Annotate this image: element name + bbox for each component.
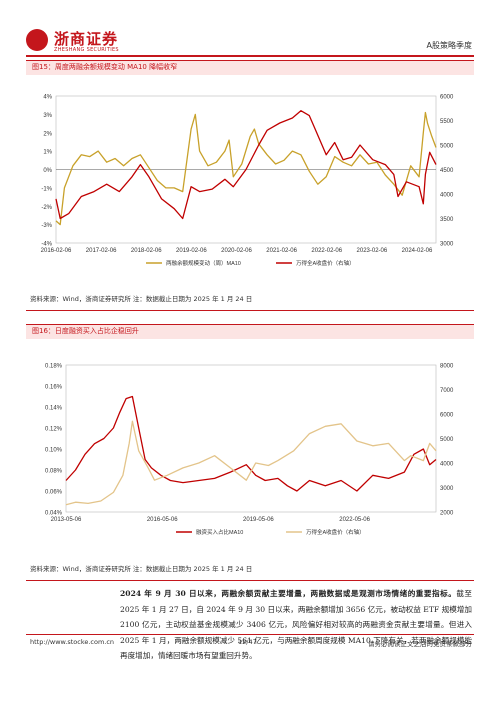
y-left-tick-label: 0.06%	[45, 490, 63, 496]
x-tick-label: 2018-02-06	[131, 248, 162, 254]
y-right-tick-label: 3000	[440, 486, 454, 492]
y-left-tick-label: 3%	[43, 113, 52, 119]
x-tick-label: 2017-02-06	[86, 248, 117, 254]
legend-label-2: 万得全A收盘价（右轴）	[306, 528, 365, 536]
y-left-tick-label: -4%	[41, 242, 52, 248]
page-number: 12/47	[238, 638, 257, 646]
y-left-tick-label: 0.18%	[45, 364, 63, 370]
footer-disclaimer: 请务必阅读正文之后的免责条款部分	[368, 640, 472, 648]
x-tick-label: 2013-05-06	[51, 517, 82, 523]
y-left-tick-label: 0.12%	[45, 427, 63, 433]
series-line-1	[65, 395, 437, 492]
y-left-tick-label: 0.10%	[45, 448, 63, 454]
body-paragraph: 2024 年 9 月 30 日以来，两融余额贡献主要增量，两融数据或是观测市场情…	[120, 586, 472, 664]
footer-url[interactable]: http://www.stocke.com.cn	[30, 638, 115, 646]
legend-label-1: 融资买入占比MA10	[196, 528, 243, 536]
figure16-divider	[26, 580, 474, 581]
y-right-tick-label: 5000	[440, 144, 454, 150]
y-left-tick-label: 4%	[43, 95, 52, 101]
y-left-tick-label: -2%	[41, 205, 52, 211]
y-left-tick-label: 0.14%	[45, 406, 63, 412]
x-tick-label: 2020-02-06	[221, 248, 252, 254]
series-line-2	[55, 110, 437, 220]
body-lead: 2024 年 9 月 30 日以来，两融余额贡献主要增量，两融数据或是观测市场情…	[120, 589, 457, 598]
x-tick-label: 2021-02-06	[266, 248, 297, 254]
y-right-tick-label: 5500	[440, 119, 454, 125]
figure16-title-bar	[26, 324, 474, 339]
y-right-tick-label: 2000	[440, 511, 454, 517]
y-left-tick-label: -3%	[41, 223, 52, 229]
x-tick-label: 2022-02-06	[311, 248, 342, 254]
series-line-2	[65, 420, 437, 506]
y-left-tick-label: 0.08%	[45, 469, 63, 475]
figure15-title: 图15：周度两融余额规模变动 MA10 降幅收窄	[32, 63, 178, 71]
figure16-title: 图16：日度融资买入占比企稳回升	[32, 327, 139, 335]
figure15-title-bar	[26, 60, 474, 75]
x-tick-label: 2024-02-06	[402, 248, 433, 254]
legend-label-1: 两融余额规模变动（周）MA10	[166, 259, 241, 267]
x-tick-label: 2023-02-06	[357, 248, 388, 254]
series-line-1	[55, 111, 437, 226]
y-left-tick-label: -1%	[41, 186, 52, 192]
header-divider	[26, 55, 474, 57]
y-right-tick-label: 8000	[440, 364, 454, 370]
x-tick-label: 2022-05-06	[339, 517, 370, 523]
y-right-tick-label: 4000	[440, 462, 454, 468]
plot-frame	[65, 364, 437, 513]
y-right-tick-label: 7000	[440, 388, 454, 394]
y-right-tick-label: 5000	[440, 437, 454, 443]
x-tick-label: 2019-02-06	[176, 248, 207, 254]
y-left-tick-label: 2%	[43, 131, 52, 137]
x-tick-label: 2016-05-06	[147, 517, 178, 523]
body-text: 截至 2025 年 1 月 27 日，自 2024 年 9 月 30 日以来，两…	[120, 589, 473, 660]
figure16-source: 资料来源：Wind，浙商证券研究所 注：数据截止日期为 2025 年 1 月 2…	[30, 565, 253, 573]
y-left-tick-label: 0.16%	[45, 385, 63, 391]
y-right-tick-label: 3500	[440, 217, 454, 223]
y-left-tick-label: 1%	[43, 150, 52, 156]
footer-divider	[26, 634, 474, 635]
x-tick-label: 2016-02-06	[41, 248, 72, 254]
figure15-source: 资料来源：Wind，浙商证券研究所 注：数据截止日期为 2025 年 1 月 2…	[30, 295, 253, 303]
figure15-chart: 4% 3% 2% 1% 0% -1% -2% -3% -4% 6000 5500 5000 4500 40…	[41, 95, 454, 268]
figure16-chart: 0.18% 0.16% 0.14% 0.12% 0.10% 0.08% 0.06% 0.04%…	[45, 364, 454, 537]
y-left-tick-label: 0.04%	[45, 511, 63, 517]
company-name-english: ZHESHANG SECURITIES	[54, 47, 119, 53]
y-right-tick-label: 6000	[440, 413, 454, 419]
y-right-tick-label: 3000	[440, 242, 454, 248]
y-right-tick-label: 4500	[440, 168, 454, 174]
y-right-tick-label: 4000	[440, 193, 454, 199]
legend-label-2: 万得全A收盘价（右轴）	[296, 259, 355, 267]
figure15-divider	[26, 310, 474, 311]
y-right-tick-label: 6000	[440, 95, 454, 101]
x-tick-label: 2019-05-06	[243, 517, 274, 523]
company-logo-icon	[26, 29, 48, 51]
report-type: A股策略季度	[426, 41, 472, 50]
y-left-tick-label: 0%	[43, 168, 52, 174]
company-name: 浙商证券	[54, 30, 119, 48]
